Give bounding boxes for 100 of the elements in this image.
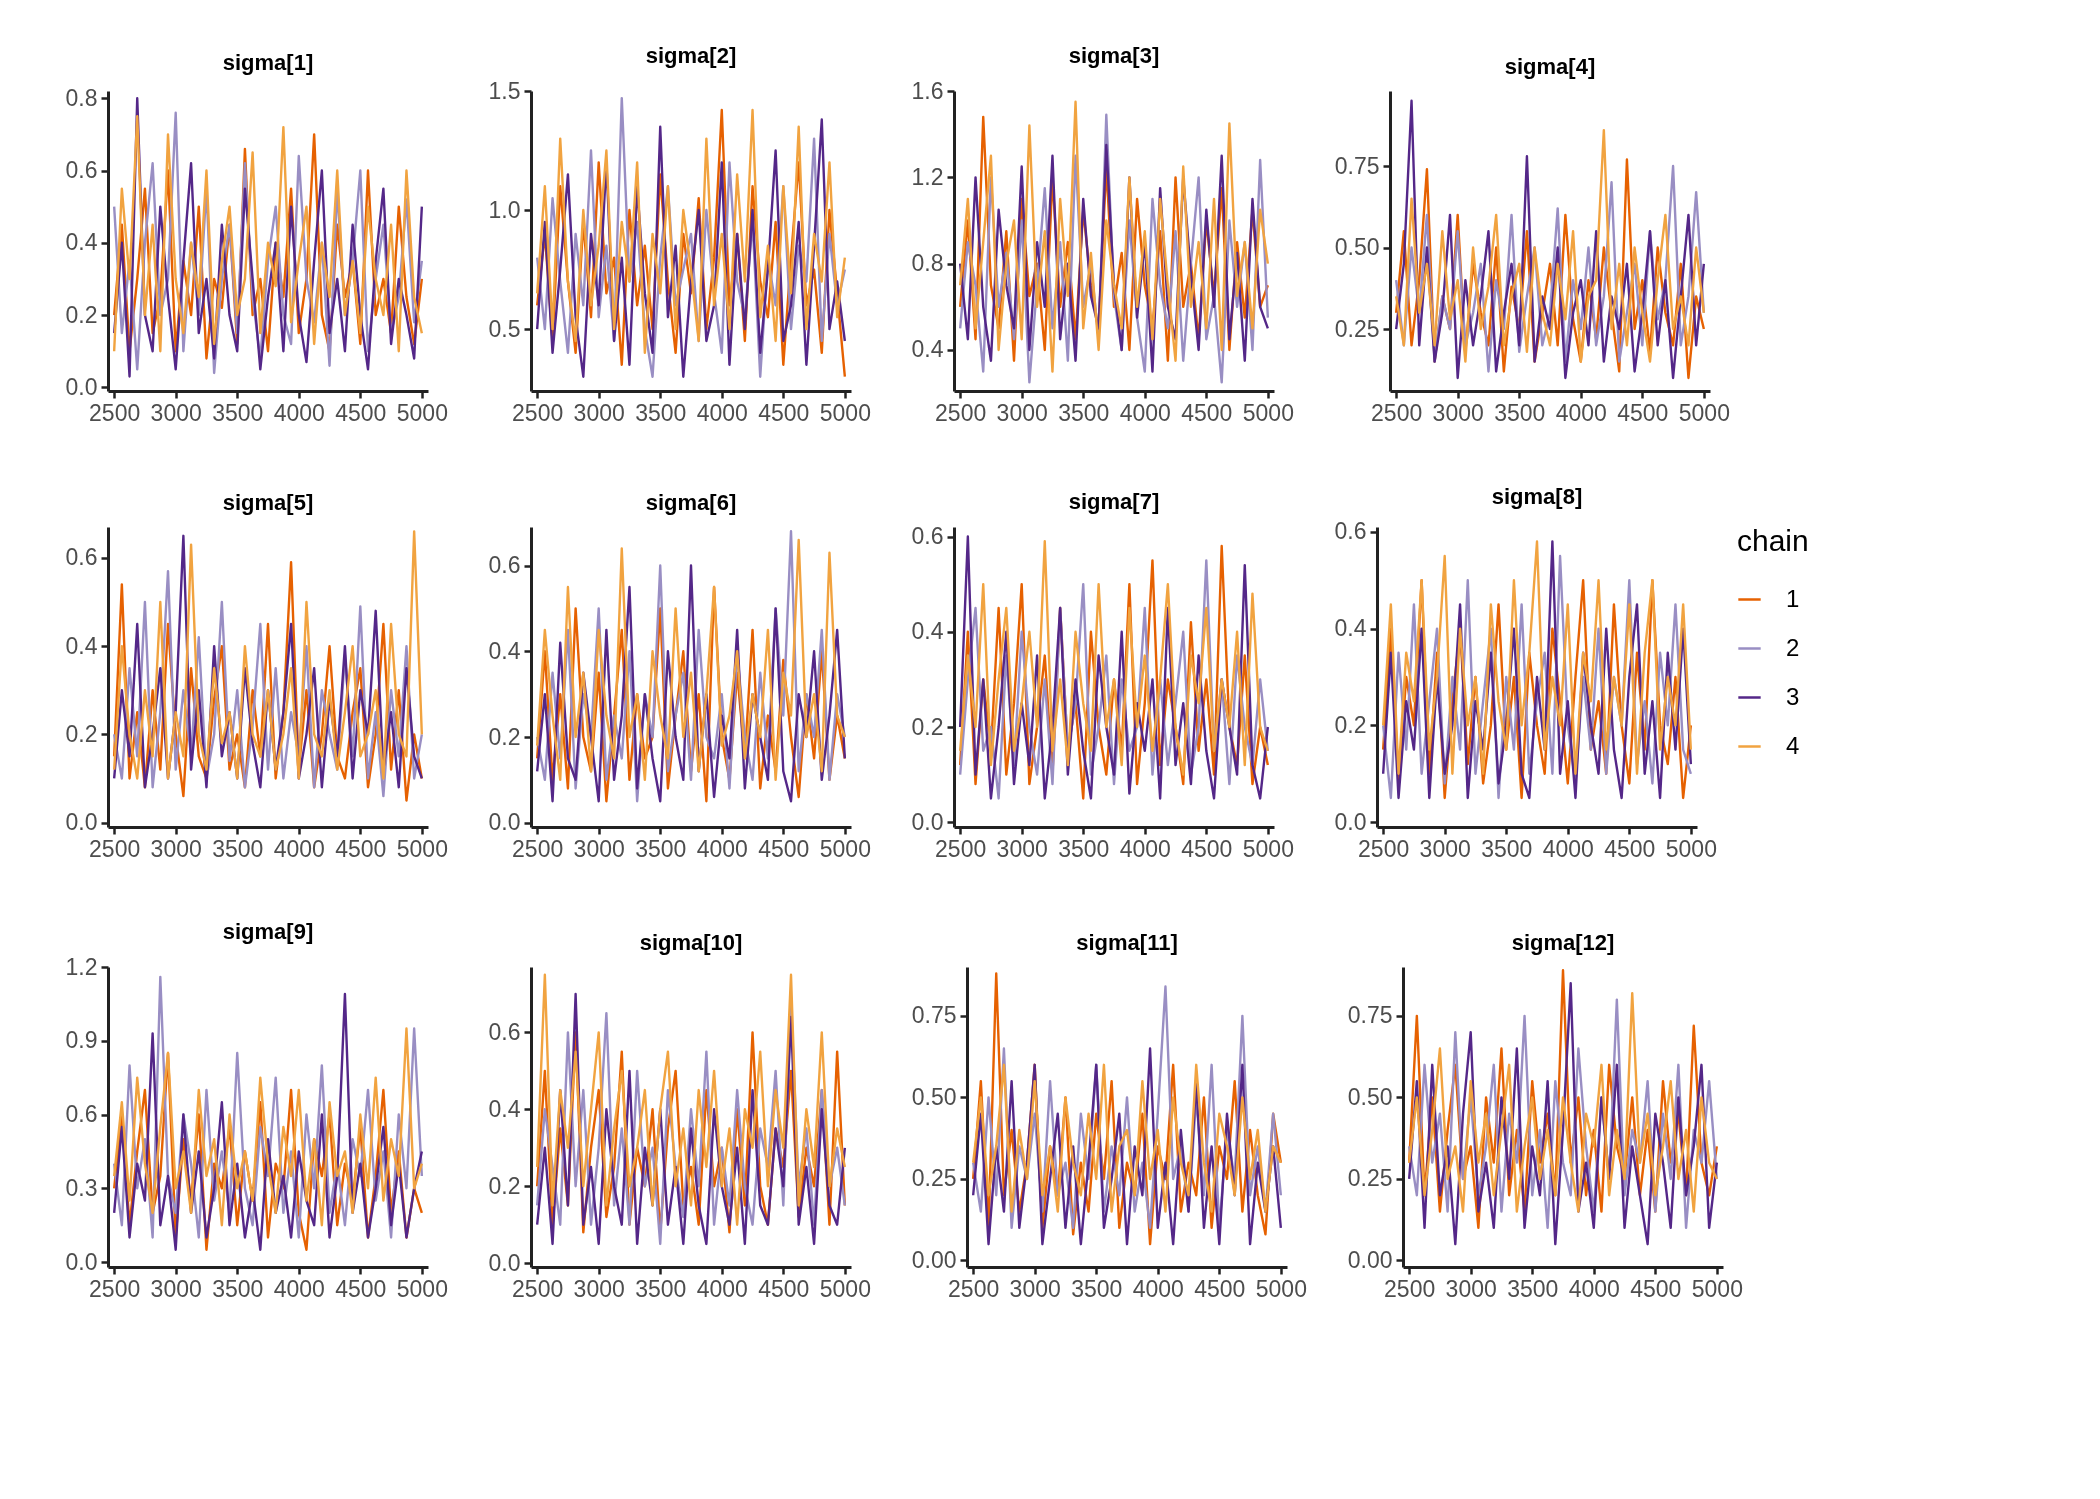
legend-label: 1 [1786, 584, 1800, 612]
chart-title: sigma[11] [1076, 930, 1178, 955]
x-tick-label: 2500 [935, 835, 987, 862]
y-tick-label: 0.50 [1347, 1083, 1393, 1110]
x-tick-label: 4000 [273, 835, 325, 862]
x-tick-label: 3500 [212, 399, 264, 426]
x-tick-label: 4500 [335, 399, 387, 426]
x-tick-label: 4500 [758, 1275, 810, 1302]
x-tick-label: 5000 [1691, 1275, 1743, 1302]
x-tick-label: 3000 [573, 1275, 625, 1302]
x-tick-label: 4000 [1568, 1275, 1620, 1302]
line-series [971, 1063, 1283, 1213]
x-tick-label: 4500 [758, 835, 810, 862]
x-tick-label: 3000 [573, 835, 625, 862]
y-tick-label: 1.2 [911, 163, 944, 190]
x-tick-label: 5000 [1242, 399, 1294, 426]
x-tick-label: 5000 [819, 1275, 871, 1302]
y-tick-label: 0.0 [65, 809, 98, 836]
y-tick-label: 0.0 [911, 808, 944, 835]
chart-title: sigma[1] [222, 50, 314, 76]
y-tick-label: 1.0 [488, 196, 521, 223]
x-tick-label: 3000 [996, 399, 1048, 426]
y-tick-label: 1.6 [911, 77, 944, 104]
chart-title: sigma[12] [1511, 930, 1615, 955]
y-tick-label: 0.6 [488, 1018, 521, 1045]
x-tick-label: 3000 [573, 399, 625, 426]
legend-label: 2 [1786, 633, 1800, 661]
x-tick-label: 3500 [1507, 1275, 1559, 1302]
y-tick-label: 0.6 [911, 523, 944, 550]
x-tick-label: 5000 [396, 1275, 448, 1302]
y-tick-label: 0.4 [488, 1095, 521, 1122]
line-series [958, 143, 1270, 373]
x-tick-label: 2500 [512, 399, 564, 426]
x-tick-label: 5000 [1255, 1275, 1307, 1302]
x-tick-label: 4500 [1604, 835, 1656, 862]
x-tick-label: 3500 [1058, 835, 1110, 862]
x-tick-label: 3500 [635, 399, 687, 426]
x-tick-label: 4500 [335, 835, 387, 862]
x-tick-label: 4500 [1181, 399, 1233, 426]
y-tick-label: 0.00 [1347, 1246, 1393, 1273]
legend-title: chain [1737, 524, 1809, 557]
line-series [1394, 128, 1706, 363]
chart-title: sigma[3] [1068, 43, 1160, 68]
y-tick-label: 0.2 [488, 723, 521, 750]
x-tick-label: 4000 [273, 399, 325, 426]
line-series [112, 1027, 424, 1227]
y-tick-label: 0.9 [65, 1027, 98, 1054]
y-tick-label: 0.0 [488, 1249, 521, 1276]
x-tick-label: 3500 [635, 1275, 687, 1302]
x-tick-label: 4000 [1542, 835, 1594, 862]
x-tick-label: 5000 [1678, 399, 1730, 426]
y-tick-label: 0.0 [65, 1248, 98, 1275]
x-tick-label: 4500 [758, 399, 810, 426]
x-tick-label: 5000 [396, 835, 448, 862]
chart-title: sigma[7] [1068, 488, 1160, 514]
y-tick-label: 0.0 [1334, 808, 1367, 835]
x-tick-label: 3000 [150, 835, 202, 862]
x-tick-label: 5000 [1665, 835, 1717, 862]
y-tick-label: 0.8 [911, 250, 944, 277]
x-tick-label: 3500 [635, 835, 687, 862]
x-tick-label: 4000 [696, 1275, 748, 1302]
y-tick-label: 0.75 [1347, 1002, 1393, 1029]
y-tick-label: 0.8 [65, 84, 98, 111]
x-tick-label: 4000 [273, 1275, 325, 1302]
y-tick-label: 0.50 [1334, 234, 1380, 261]
x-tick-label: 5000 [396, 399, 448, 426]
y-tick-label: 0.3 [65, 1174, 98, 1201]
y-tick-label: 0.25 [1347, 1165, 1393, 1192]
chart-title: sigma[5] [222, 490, 314, 515]
y-tick-label: 0.6 [65, 544, 98, 571]
x-tick-label: 2500 [512, 835, 564, 862]
y-tick-label: 0.75 [1334, 152, 1380, 179]
x-tick-label: 4500 [1194, 1275, 1246, 1302]
x-tick-label: 2500 [948, 1275, 1000, 1302]
x-tick-label: 3500 [1071, 1275, 1123, 1302]
x-tick-label: 2500 [89, 1275, 141, 1302]
y-tick-label: 0.5 [488, 315, 521, 342]
x-tick-label: 2500 [935, 399, 987, 426]
y-tick-label: 0.4 [65, 632, 98, 659]
x-tick-label: 3500 [1494, 399, 1546, 426]
chart-title: sigma[6] [645, 490, 737, 515]
x-tick-label: 4000 [696, 835, 748, 862]
x-tick-label: 2500 [1371, 399, 1423, 426]
x-tick-label: 2500 [89, 835, 141, 862]
x-tick-label: 5000 [819, 835, 871, 862]
x-tick-label: 3000 [1432, 399, 1484, 426]
legend-label: 3 [1786, 682, 1800, 710]
x-tick-label: 2500 [89, 399, 141, 426]
x-tick-label: 4000 [1132, 1275, 1184, 1302]
line-series [971, 1047, 1283, 1246]
y-tick-label: 0.2 [65, 720, 98, 747]
x-tick-label: 3000 [996, 835, 1048, 862]
chart-title: sigma[10] [639, 930, 743, 955]
y-tick-label: 0.2 [1334, 711, 1367, 738]
y-tick-label: 0.4 [65, 229, 98, 256]
x-tick-label: 5000 [1242, 835, 1294, 862]
x-tick-label: 3000 [150, 399, 202, 426]
x-tick-label: 3000 [1445, 1275, 1497, 1302]
x-tick-label: 3000 [1419, 835, 1471, 862]
chart-title: sigma[2] [645, 43, 737, 68]
